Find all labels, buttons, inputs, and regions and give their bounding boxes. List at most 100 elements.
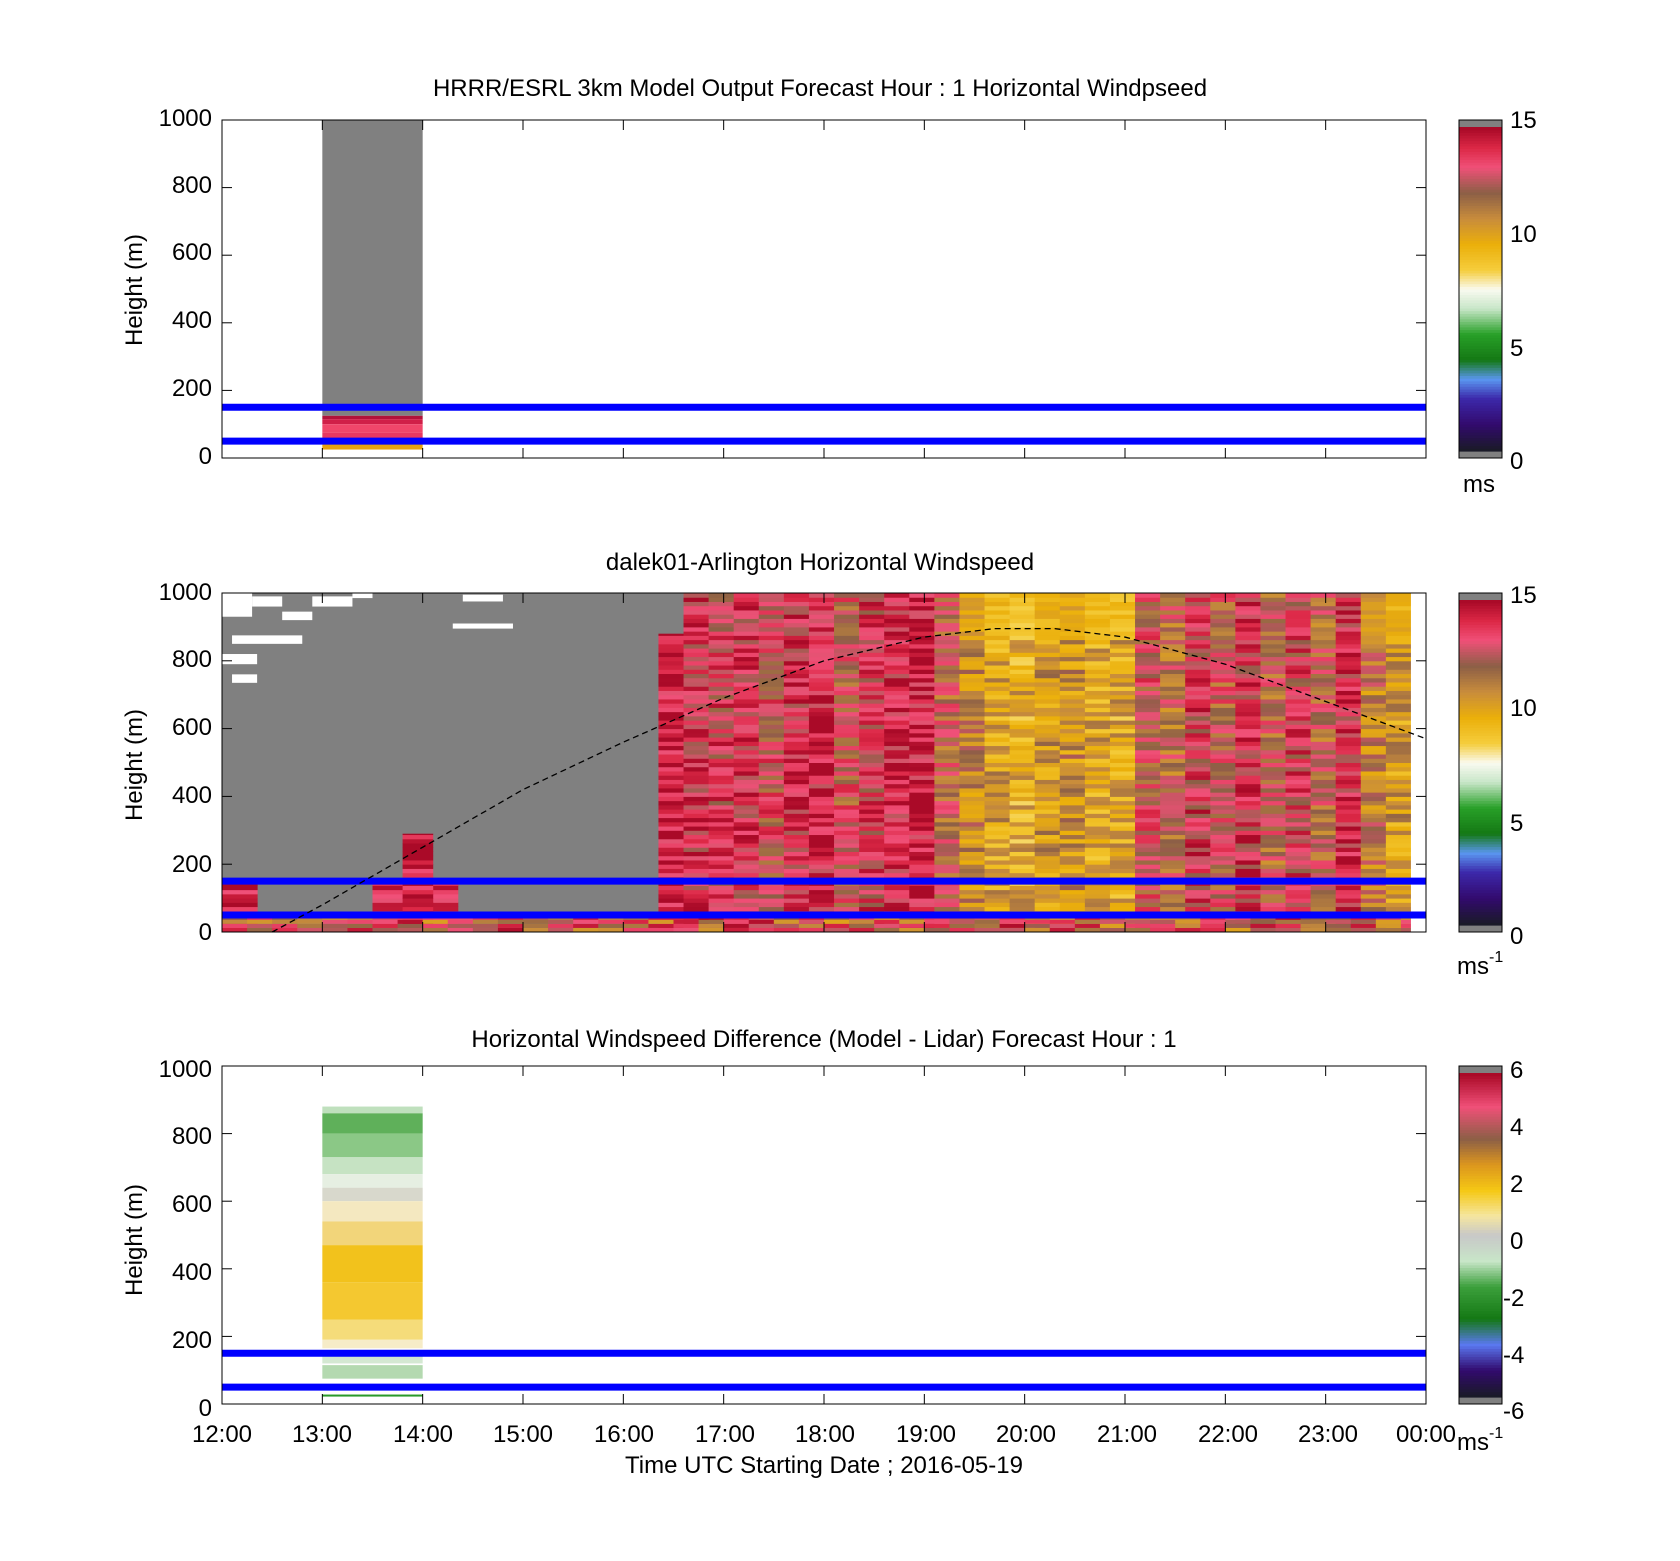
data-cell: [1009, 770, 1036, 776]
data-cell: [1059, 626, 1086, 632]
panel-lidar-plot-area: [222, 593, 1427, 933]
data-cell: [984, 694, 1011, 700]
data-cell: [758, 817, 785, 823]
colorbar-swatch: [1459, 605, 1502, 609]
data-cell: [322, 424, 423, 433]
data-cell: [1385, 601, 1412, 607]
data-cell: [1109, 830, 1136, 836]
data-cell: [1385, 605, 1412, 611]
data-cell: [1335, 787, 1362, 793]
data-cell: [708, 597, 735, 602]
data-cell: [1385, 817, 1412, 823]
data-cell: [683, 749, 710, 755]
colorbar-swatch: [1459, 302, 1502, 306]
data-cell: [708, 898, 735, 903]
data-cell: [1210, 813, 1236, 819]
colorbar-swatch: [1459, 1302, 1502, 1306]
data-cell: [1310, 720, 1337, 725]
colorbar-swatch: [1459, 678, 1502, 682]
colorbar-swatch: [1459, 1208, 1502, 1212]
no-data-cell: [222, 654, 258, 665]
colorbar-swatch: [1459, 407, 1502, 412]
data-cell: [402, 902, 434, 908]
data-cell-low: [497, 919, 524, 924]
colorbar-swatch: [1459, 1386, 1502, 1390]
data-cell: [1009, 792, 1036, 797]
data-cell: [1135, 758, 1161, 763]
data-cell: [1009, 665, 1036, 670]
data-cell: [834, 779, 860, 785]
data-cell: [733, 732, 760, 738]
data-cell: [1034, 720, 1061, 725]
panel-lidar-ylabel: Height (m): [121, 709, 148, 821]
colorbar-swatch: [1459, 413, 1502, 417]
data-cell: [834, 813, 860, 819]
data-cell: [1285, 754, 1312, 759]
data-cell: [859, 690, 885, 696]
colorbar-swatch: [1459, 1264, 1502, 1268]
data-cell: [1084, 724, 1111, 730]
no-data-cell: [452, 623, 513, 629]
data-cell: [1059, 864, 1086, 869]
data-cell: [1335, 609, 1362, 615]
colorbar-swatch: [1459, 1318, 1502, 1322]
data-cell: [1360, 809, 1387, 814]
data-cell: [1385, 851, 1412, 857]
data-cell-low: [1024, 919, 1051, 924]
colorbar-swatch: [1459, 670, 1502, 674]
data-cell: [658, 826, 685, 831]
data-cell: [859, 770, 885, 776]
colorbar-swatch: [1459, 1305, 1502, 1309]
data-cell: [1335, 889, 1362, 895]
data-cell: [859, 732, 885, 738]
data-cell: [1135, 838, 1161, 844]
data-cell: [1009, 868, 1036, 874]
data-cell: [1210, 656, 1236, 662]
data-cell: [1059, 741, 1086, 747]
data-cell: [1084, 614, 1111, 619]
data-cell: [708, 800, 735, 806]
data-cell: [1084, 593, 1111, 598]
data-cell: [658, 830, 685, 836]
colorbar-swatch: [1459, 862, 1502, 867]
data-cell: [859, 665, 885, 670]
colorbar-swatch: [1459, 621, 1502, 625]
colorbar-swatch: [1459, 1262, 1502, 1266]
data-cell: [1385, 902, 1412, 908]
data-cell: [1310, 728, 1337, 734]
data-cell: [683, 762, 710, 768]
data-cell: [1160, 868, 1186, 874]
data-cell: [934, 732, 960, 738]
data-cell: [1385, 728, 1412, 734]
data-cell: [934, 787, 960, 793]
colorbar-swatch: [1459, 1137, 1502, 1142]
colorbar-swatch: [1459, 386, 1502, 390]
colorbar-swatch: [1459, 318, 1502, 322]
data-cell: [1109, 758, 1136, 763]
data-cell: [1160, 813, 1186, 819]
data-cell: [1059, 902, 1086, 908]
data-cell: [733, 838, 760, 844]
data-cell: [808, 809, 835, 814]
data-cell: [1210, 821, 1236, 827]
data-cell: [1310, 648, 1337, 653]
data-cell: [1385, 652, 1412, 658]
data-cell: [683, 614, 710, 619]
colorbar-swatch: [1459, 375, 1502, 379]
data-cell: [1360, 830, 1387, 836]
data-cell: [783, 669, 810, 675]
data-cell: [1034, 665, 1061, 670]
data-cell: [683, 715, 710, 721]
data-cell: [1084, 652, 1111, 658]
data-cell: [1009, 698, 1036, 704]
data-cell: [834, 703, 860, 708]
data-cell: [1009, 885, 1036, 891]
data-cell: [1335, 758, 1362, 763]
data-cell: [1335, 745, 1362, 751]
data-cell-low: [297, 919, 323, 924]
data-cell: [783, 643, 810, 649]
data-cell: [733, 614, 760, 619]
data-cell: [859, 864, 885, 869]
colorbar-swatch: [1459, 1224, 1502, 1228]
data-cell: [1260, 643, 1287, 649]
